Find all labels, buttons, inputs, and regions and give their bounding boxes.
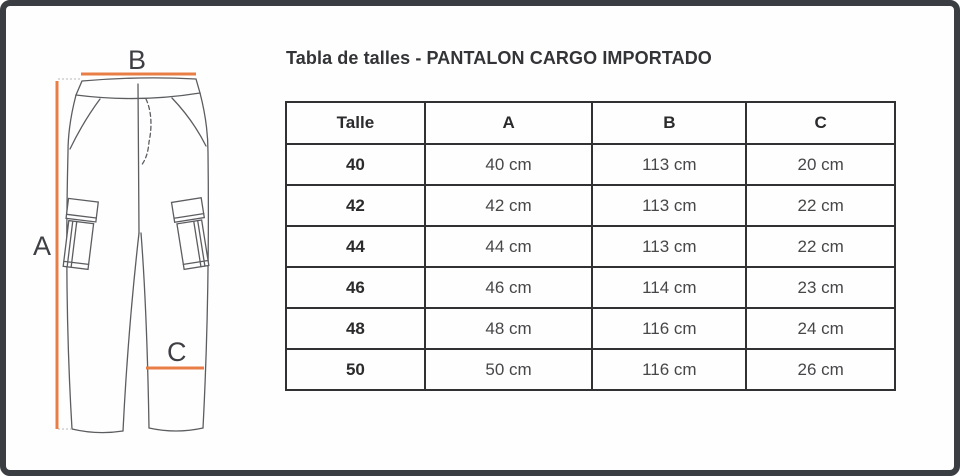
cell-c: 20 cm — [745, 143, 896, 186]
cell-a: 48 cm — [423, 307, 594, 350]
label-c: C — [167, 337, 187, 367]
table-row: 48 48 cm 116 cm 24 cm — [285, 307, 896, 350]
cell-a: 44 cm — [423, 225, 594, 268]
left-slant-pocket — [69, 98, 101, 150]
cell-a: 50 cm — [423, 348, 594, 391]
table-row: 40 40 cm 113 cm 20 cm — [285, 143, 896, 186]
right-hem — [148, 427, 204, 432]
cell-talle: 44 — [285, 225, 426, 268]
table-header-row: Talle A B C — [285, 101, 896, 145]
cargo-pocket-left-flap — [65, 197, 99, 223]
label-a: A — [33, 231, 51, 261]
header-talle: Talle — [285, 101, 426, 145]
label-b: B — [128, 45, 146, 75]
page-title: Tabla de talles - PANTALON CARGO IMPORTA… — [286, 48, 712, 68]
left-hem — [71, 428, 124, 434]
cell-b: 116 cm — [591, 307, 748, 350]
cell-talle: 42 — [285, 184, 426, 227]
cell-b: 113 cm — [591, 225, 748, 268]
cargo-pocket-left — [62, 197, 99, 271]
header-c: C — [745, 101, 896, 145]
cargo-pocket-left-flap-edge — [65, 213, 97, 219]
cell-a: 42 cm — [423, 184, 594, 227]
size-table: Talle A B C 40 40 cm 113 cm 20 cm 42 42 … — [285, 101, 896, 391]
pants-outline — [62, 77, 210, 434]
header-a: A — [423, 101, 594, 145]
cargo-pocket-right-flap-edge — [173, 212, 205, 219]
cell-c: 22 cm — [745, 225, 896, 268]
cell-talle: 50 — [285, 348, 426, 391]
cell-b: 114 cm — [591, 266, 748, 309]
cargo-pocket-right — [170, 197, 210, 271]
cell-b: 113 cm — [591, 143, 748, 186]
cell-c: 22 cm — [745, 184, 896, 227]
cell-c: 24 cm — [745, 307, 896, 350]
fly-stitch-dashed — [140, 98, 152, 167]
cell-a: 40 cm — [423, 143, 594, 186]
cargo-pocket-right-flap — [170, 197, 206, 223]
cell-c: 23 cm — [745, 266, 896, 309]
cell-talle: 48 — [285, 307, 426, 350]
cell-b: 113 cm — [591, 184, 748, 227]
table-row: 50 50 cm 116 cm 26 cm — [285, 348, 896, 391]
cell-a: 46 cm — [423, 266, 594, 309]
cell-c: 26 cm — [745, 348, 896, 391]
right-inner-seam — [140, 232, 150, 429]
header-b: B — [591, 101, 748, 145]
table-row: 44 44 cm 113 cm 22 cm — [285, 225, 896, 268]
right-slant-pocket — [171, 97, 207, 147]
left-outer-seam — [66, 94, 77, 430]
cell-b: 116 cm — [591, 348, 748, 391]
cell-talle: 46 — [285, 266, 426, 309]
table-row: 42 42 cm 113 cm 22 cm — [285, 184, 896, 227]
measurement-lines — [55, 72, 204, 429]
table-row: 46 46 cm 114 cm 23 cm — [285, 266, 896, 309]
cargo-pocket-right-detail — [182, 219, 209, 268]
left-inner-seam — [122, 232, 140, 432]
cell-talle: 40 — [285, 143, 426, 186]
center-front-seam — [137, 83, 140, 234]
pants-diagram: B A C — [33, 45, 210, 434]
cargo-pocket-left-detail — [63, 220, 90, 268]
right-outer-seam — [199, 92, 209, 429]
cargo-pocket-right-body — [176, 219, 210, 271]
